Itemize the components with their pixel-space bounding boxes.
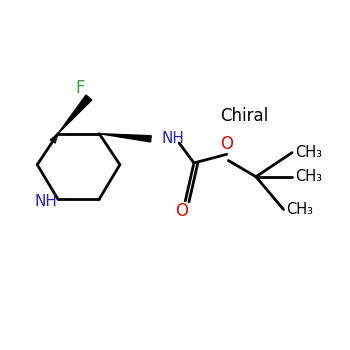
Text: F: F — [76, 79, 85, 97]
Text: Chiral: Chiral — [220, 107, 268, 125]
Text: CH₃: CH₃ — [295, 169, 322, 184]
Polygon shape — [99, 134, 151, 142]
Text: NH: NH — [34, 194, 57, 209]
Text: NH: NH — [161, 131, 184, 146]
Text: CH₃: CH₃ — [295, 145, 322, 160]
Text: CH₃: CH₃ — [286, 202, 313, 217]
Polygon shape — [58, 95, 92, 134]
Text: O: O — [175, 202, 188, 220]
Text: O: O — [220, 135, 233, 153]
